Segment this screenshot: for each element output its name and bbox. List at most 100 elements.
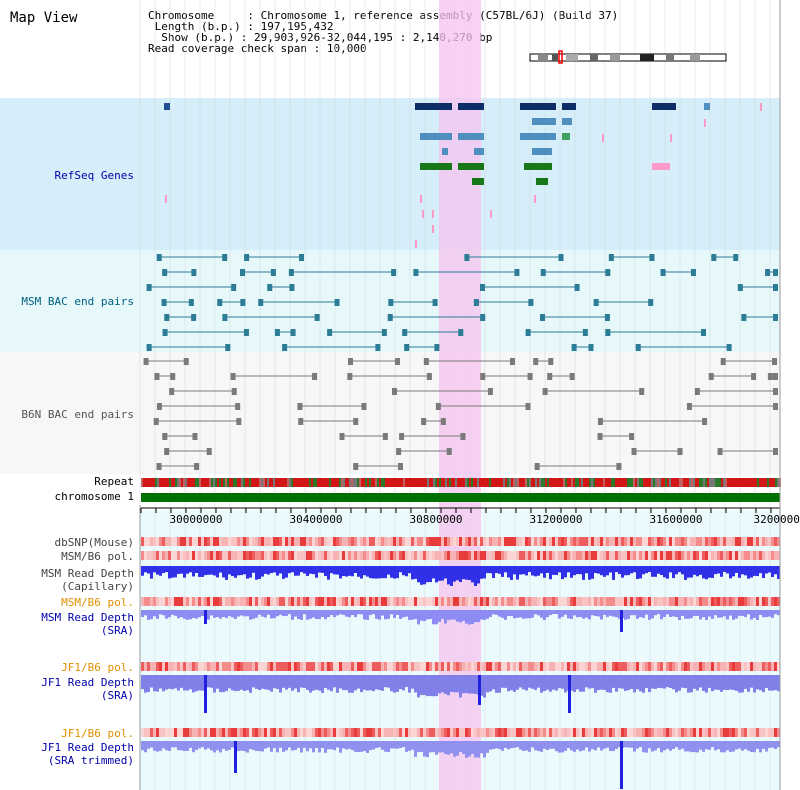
depth-bar [414,566,417,579]
repeat-segment [263,478,265,487]
depth-bar [531,741,534,748]
b6n-bac-pairs[interactable] [143,358,778,470]
repeat-segment [553,478,555,487]
heat-cell [216,597,219,606]
depth-bar [546,566,549,573]
repeat-segment [525,478,527,487]
depth-bar [225,566,228,580]
repeat-segment [597,478,599,487]
depth-bar [264,566,267,574]
heat-cell [459,597,462,606]
repeat-segment [237,478,239,487]
depth-bar [369,610,372,615]
repeat-segment [391,478,393,487]
depth-bar [537,610,540,616]
heat-cell [660,662,663,671]
heat-cell [225,551,228,560]
heat-cell [585,597,588,606]
heat-cell [417,662,420,671]
repeat-segment [451,478,453,487]
heat-cell [717,728,720,737]
chromosome-bar[interactable] [141,493,780,502]
heat-cell [378,728,381,737]
heat-cell [147,662,150,671]
selection-highlight[interactable] [439,0,481,790]
depth-bar [219,566,222,573]
depth-bar [411,675,414,689]
repeat-track[interactable] [141,478,781,487]
heat-cell [639,551,642,560]
refseq-gene-features[interactable] [164,103,762,248]
repeat-segment [749,478,751,487]
msm-b6-pol-orange-label: MSM/B6 pol. [61,596,134,609]
heat-cell [495,537,498,546]
heat-cell [141,662,144,671]
heat-cell [411,597,414,606]
depth-bar [330,741,333,750]
heat-cell [432,551,435,560]
heat-cell [594,537,597,546]
depth-bar [279,741,282,748]
bac-end [432,299,438,306]
heat-cell [690,537,693,546]
depth-bar [366,566,369,577]
snp-heatmap-tracks[interactable] [141,537,780,737]
depth-bar [360,675,363,693]
heat-cell [573,597,576,606]
repeat-segment [625,478,627,487]
bac-end [146,344,152,351]
heat-cell [315,537,318,546]
depth-bar [705,566,708,580]
heat-cell [609,597,612,606]
depth-bar [261,741,264,752]
depth-bar [525,610,528,619]
heat-cell [462,662,465,671]
repeat-segment [725,478,727,487]
heat-cell [396,728,399,737]
heat-cell [726,537,729,546]
depth-bar [660,675,663,689]
heat-cell [606,597,609,606]
heat-cell [552,551,555,560]
heat-cell [447,537,450,546]
heat-cell [468,551,471,560]
depth-bar [426,566,429,583]
heat-cell [183,597,186,606]
msm-bac-pairs[interactable] [146,254,778,351]
depth-bar [567,741,570,749]
heat-cell [225,597,228,606]
bac-end [514,269,520,276]
depth-bar [489,741,492,750]
heat-cell [474,551,477,560]
repeat-segment [575,478,577,487]
heat-cell [156,537,159,546]
repeat-segment [229,478,231,487]
depth-bar [333,675,336,688]
bac-end [525,329,531,336]
repeat-segment [667,478,669,487]
heat-cell [267,537,270,546]
chromosome-ideogram[interactable] [529,50,727,64]
heat-cell [291,662,294,671]
heat-cell [198,728,201,737]
heat-cell [591,662,594,671]
heat-cell [654,662,657,671]
heat-cell [759,551,762,560]
heat-cell [153,551,156,560]
dbsnp-label: dbSNP(Mouse) [55,536,134,549]
heat-cell [582,537,585,546]
depth-bar [444,741,447,754]
depth-bar [573,610,576,616]
heat-cell [297,662,300,671]
heat-cell [348,551,351,560]
heat-cell [543,537,546,546]
heat-cell [612,662,615,671]
heat-cell [249,597,252,606]
heat-cell [735,662,738,671]
read-depth-tracks[interactable] [141,566,780,789]
depth-bar [711,741,714,748]
repeat-segment [207,478,209,487]
depth-bar [717,610,720,618]
depth-bar [465,566,468,580]
